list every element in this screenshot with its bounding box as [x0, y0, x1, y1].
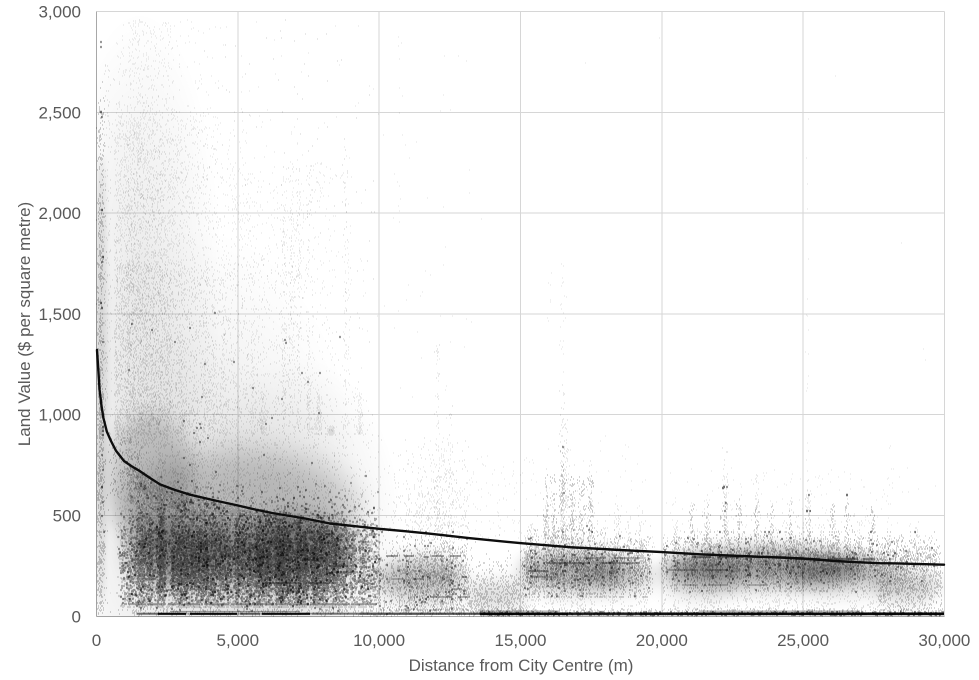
- svg-text:2,000: 2,000: [38, 204, 81, 223]
- svg-text:20,000: 20,000: [636, 631, 688, 650]
- svg-text:2,500: 2,500: [38, 103, 81, 122]
- svg-text:0: 0: [72, 607, 81, 626]
- svg-text:1,500: 1,500: [38, 305, 81, 324]
- svg-text:3,000: 3,000: [38, 3, 81, 22]
- svg-text:10,000: 10,000: [353, 631, 405, 650]
- svg-text:30,000: 30,000: [918, 631, 970, 650]
- svg-text:Land Value ($ per square metre: Land Value ($ per square metre): [15, 202, 34, 446]
- svg-text:5,000: 5,000: [217, 631, 260, 650]
- svg-text:1,000: 1,000: [38, 406, 81, 425]
- svg-text:0: 0: [92, 631, 101, 650]
- svg-text:15,000: 15,000: [495, 631, 547, 650]
- svg-text:500: 500: [53, 507, 81, 526]
- svg-text:Distance from City Centre (m): Distance from City Centre (m): [409, 656, 634, 675]
- svg-text:25,000: 25,000: [777, 631, 829, 650]
